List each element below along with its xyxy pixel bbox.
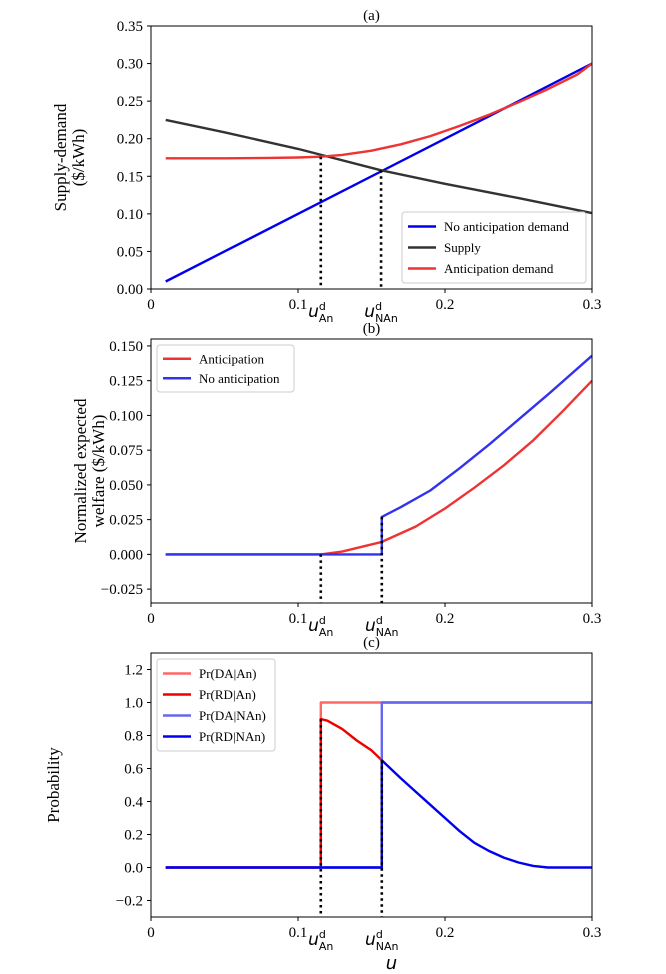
x-tick-label: 0.1 <box>289 297 308 313</box>
x-axis-label: u <box>386 953 397 974</box>
y-tick-label: 0.0 <box>124 861 143 877</box>
marker-label-1: ud An <box>308 614 333 639</box>
x-tick-label: 0.1 <box>289 925 308 941</box>
marker-label-1: ud An <box>308 928 333 953</box>
series-line-2 <box>165 118 593 215</box>
chart-b: (b) 0 0.1 0.2 0.3 −0.025 0.000 0.025 0.050 0.075 0… <box>71 321 601 639</box>
legend-entry: Pr(RD|NAn) <box>199 729 265 744</box>
legend-box <box>156 658 276 752</box>
series-line-2 <box>165 717 383 869</box>
y-tick-label: 0.125 <box>109 374 143 390</box>
marker-label-2: ud NAn <box>365 614 399 639</box>
y-tick-label: 0.05 <box>117 244 143 260</box>
legend-entry: Supply <box>444 240 481 255</box>
y-axis-label: Probability <box>44 747 63 823</box>
y-tick-label: 1.0 <box>124 696 143 712</box>
legend: Pr(DA|An) Pr(RD|An) Pr(DA|NAn) Pr(RD|NAn) <box>156 658 276 752</box>
y-tick-label: −0.025 <box>101 582 143 598</box>
x-tick-label: 0 <box>147 611 155 627</box>
series-line-1 <box>165 379 593 556</box>
y-tick-label: 0.00 <box>117 282 143 298</box>
marker-label-2: ud NAn <box>365 928 399 953</box>
y-tick-label: 0.30 <box>117 57 143 73</box>
y-tick-label: 0.8 <box>124 729 143 745</box>
x-tick-label: 0 <box>147 925 155 941</box>
y-tick-label: 0.2 <box>124 828 143 844</box>
marker-label-1: ud An <box>308 300 333 325</box>
y-tick-label: 0.100 <box>109 408 143 424</box>
legend-box <box>401 211 587 284</box>
chart-c: (c) 0 0.1 0.2 0.3 −0.2 0.0 0.2 0.4 0.6 0.8 1.0 1.2 ud… <box>44 635 601 974</box>
y-tick-label: 0.000 <box>109 547 143 563</box>
series-line-4 <box>165 759 592 869</box>
axes-frame <box>150 25 593 290</box>
marker-label-2: ud NAn <box>364 300 398 325</box>
chart-title: (b) <box>363 321 381 337</box>
y-tick-label: 0.075 <box>109 443 143 459</box>
x-tick-label: 0.2 <box>436 297 455 313</box>
y-axis-label: Supply-demand($/kWh) <box>51 103 88 211</box>
x-tick-label: 0 <box>147 297 155 313</box>
y-tick-label: 0.050 <box>109 478 143 494</box>
legend: No anticipation demand Supply Anticipation… <box>401 211 587 284</box>
chart-a: (a) 0 0.1 0.2 0.3 0.00 0.05 0.10 0.15 0.20 0.25 0.3… <box>51 8 601 325</box>
legend-entry: No anticipation <box>199 371 280 386</box>
x-tick-label: 0.3 <box>583 611 602 627</box>
legend-entry: Anticipation <box>199 351 264 366</box>
legend-entry: Pr(RD|An) <box>199 687 256 702</box>
legend: Anticipation No anticipation <box>156 344 295 393</box>
y-tick-label: 0.25 <box>117 94 143 110</box>
x-tick-label: 0.3 <box>583 297 602 313</box>
legend-entry: Pr(DA|NAn) <box>199 708 266 723</box>
y-tick-label: 0.10 <box>117 207 143 223</box>
legend-entry: Pr(DA|An) <box>199 666 256 681</box>
axes-frame <box>150 338 593 604</box>
chart-title: (a) <box>363 8 380 24</box>
legend-entry: Anticipation demand <box>444 261 554 276</box>
y-tick-label: 0.35 <box>117 19 143 35</box>
legend-entry: No anticipation demand <box>444 219 569 234</box>
axes-frame <box>150 652 593 918</box>
y-tick-label: 0.025 <box>109 513 143 529</box>
y-axis-label: Normalized expectedwelfare ($/kWh) <box>71 398 108 543</box>
x-tick-label: 0.1 <box>289 611 308 627</box>
y-tick-label: 0.15 <box>117 169 143 185</box>
y-tick-label: −0.2 <box>116 894 143 910</box>
y-tick-label: 0.6 <box>124 762 143 778</box>
y-tick-label: 0.20 <box>117 132 143 148</box>
x-tick-label: 0.2 <box>436 925 455 941</box>
chart-title: (c) <box>363 635 380 651</box>
x-tick-label: 0.2 <box>436 611 455 627</box>
y-tick-label: 0.150 <box>109 339 143 355</box>
series-line-3 <box>165 62 593 160</box>
legend-box <box>156 344 295 393</box>
y-tick-label: 0.4 <box>124 795 143 811</box>
x-tick-label: 0.3 <box>583 925 602 941</box>
y-tick-label: 1.2 <box>124 663 143 679</box>
